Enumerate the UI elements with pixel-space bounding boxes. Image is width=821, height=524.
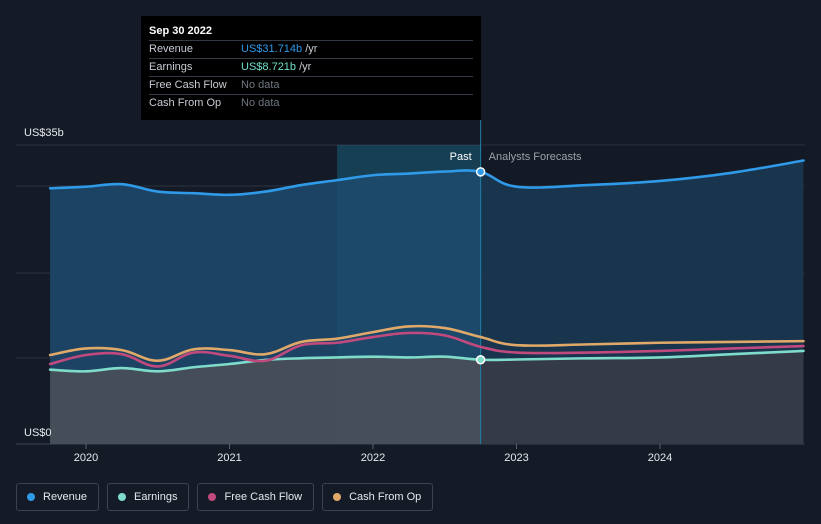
legend-dot-icon [118,493,127,501]
tooltip-row-free-cash-flow: Free Cash Flow No data [149,76,473,94]
x-tick-label: 2021 [217,452,241,464]
hover-markers [475,167,486,365]
chart-legend: Revenue Earnings Free Cash Flow Cash Fro… [16,483,434,511]
legend-label: Revenue [43,491,88,503]
legend-item-earnings[interactable]: Earnings [107,483,190,511]
marker-revenue [475,167,486,177]
legend-dot-icon [208,493,217,501]
tooltip-value: No data [241,97,280,109]
line-revenue [48,159,805,197]
tooltip-date: Sep 30 2022 [149,25,212,37]
legend-item-revenue[interactable]: Revenue [16,483,100,511]
tooltip-row-earnings: Earnings US$8.721b /yr [149,58,473,76]
legend-label: Cash From Op [349,491,422,503]
legend-item-free-cash-flow[interactable]: Free Cash Flow [197,483,315,511]
x-axis-ticks: 2020 2021 2022 2023 2024 [74,444,672,464]
tooltip-label: Free Cash Flow [149,79,227,91]
x-tick-label: 2023 [504,452,528,464]
line-free-cash-flow [48,331,805,368]
series-lines [48,159,805,373]
legend-label: Free Cash Flow [224,491,303,503]
legend-item-cash-from-op[interactable]: Cash From Op [322,483,434,511]
tooltip-label: Revenue [149,43,194,55]
data-tooltip: Sep 30 2022 Revenue US$31.714b /yr Earni… [141,16,481,120]
forecast-shade [480,145,805,444]
line-earnings [48,349,805,373]
tooltip-value: No data [241,79,280,91]
legend-label: Earnings [134,491,178,503]
legend-dot-icon [333,493,342,501]
series-areas [50,145,805,445]
tooltip-value: US$31.714b [241,43,303,55]
tooltip-unit: /yr [305,43,318,55]
marker-earnings [475,354,486,365]
y-tick-label-bottom: US$0 [24,427,52,439]
x-tick-label: 2022 [361,452,385,464]
tooltip-label: Earnings [149,61,193,73]
area-earnings [50,350,804,444]
tooltip-row-revenue: Revenue US$31.714b /yr [149,40,473,58]
tooltip-row-cash-from-op: Cash From Op No data [149,94,473,112]
line-cash-from-op [48,324,805,363]
x-tick-label: 2024 [648,452,672,464]
tooltip-label: Cash From Op [149,97,222,109]
x-tick-label: 2020 [74,452,98,464]
past-label: Past [450,151,472,163]
forecast-label: Analysts Forecasts [489,151,582,163]
tooltip-value: US$8.721b [241,61,297,73]
tooltip-unit: /yr [299,61,312,73]
legend-dot-icon [27,493,35,501]
y-tick-label-top: US$35b [24,127,64,139]
